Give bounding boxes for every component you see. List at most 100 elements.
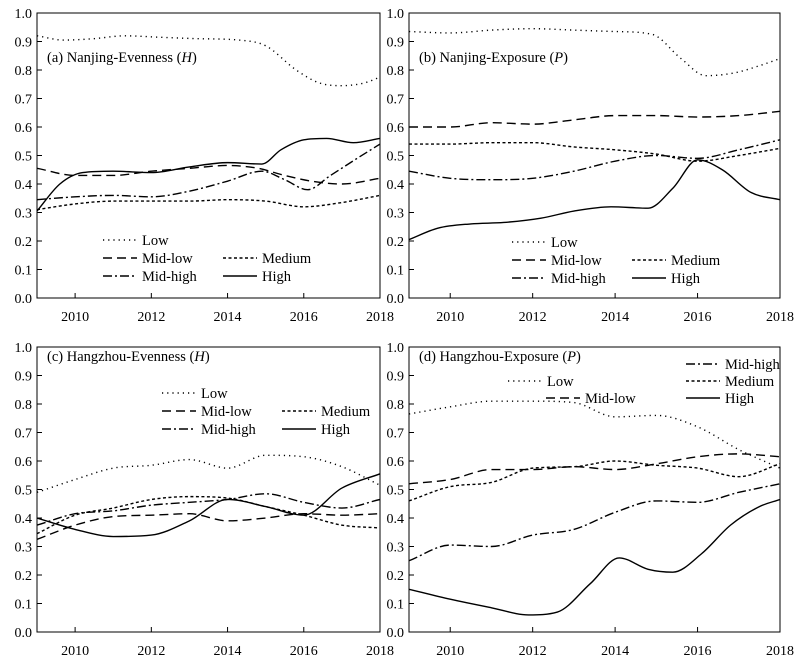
x-tick-label: 2012: [137, 310, 165, 325]
series-line-medium: [409, 460, 780, 502]
y-tick-label: 0.0: [15, 292, 33, 307]
series-line-low: [409, 400, 780, 469]
y-tick-label: 0.7: [387, 93, 405, 108]
y-tick-label: 0.4: [15, 512, 33, 527]
y-tick-label: 0.3: [15, 541, 33, 556]
legend-label-medium: Medium: [725, 374, 775, 390]
legend-label-medium: Medium: [671, 253, 721, 269]
y-tick-label: 0.7: [15, 93, 33, 108]
legend-label-mid-high: Mid-high: [551, 271, 607, 287]
series-line-mid-low: [37, 164, 380, 185]
x-tick-label: 2012: [137, 644, 165, 659]
x-tick-label: 2010: [436, 644, 464, 659]
y-tick-label: 0.6: [15, 121, 33, 136]
legend-label-mid-high: Mid-high: [725, 357, 781, 373]
y-tick-label: 0.2: [15, 569, 33, 584]
series-line-mid-high: [409, 139, 780, 181]
y-tick-label: 0.9: [387, 36, 405, 51]
y-tick-label: 0.2: [15, 235, 33, 250]
y-tick-label: 0.5: [15, 150, 33, 165]
legend-label-mid-low: Mid-low: [201, 404, 252, 420]
series-group-c: [37, 454, 380, 541]
legend-label-low: Low: [201, 386, 228, 402]
y-tick-label: 0.5: [387, 484, 405, 499]
panel-c: 0.0 0.1 0.2 0.3 0.4 0.5 0.6 0.7 0.8 0.9 1.0 2010 201…: [15, 341, 395, 659]
y-tick-label: 0.5: [387, 150, 405, 165]
legend: Low Mid-low Medium Mid-high High: [103, 233, 312, 285]
legend: Low Mid-low Medium Mid-high High: [162, 386, 371, 438]
y-tick-label: 0.3: [15, 207, 33, 222]
series-line-mid-low: [409, 110, 780, 128]
legend-label-mid-high: Mid-high: [142, 269, 198, 285]
x-tick-label: 2014: [601, 644, 629, 659]
panel-title: (a) Nanjing-Evenness (H): [47, 50, 197, 66]
series-line-mid-high: [37, 143, 380, 201]
legend-label-low: Low: [551, 235, 578, 251]
x-tick-label: 2016: [684, 644, 712, 659]
y-tick-label: 0.3: [387, 207, 405, 222]
x-tick-label: 2014: [214, 310, 242, 325]
series-line-high: [409, 498, 780, 616]
series-line-high: [409, 159, 780, 241]
x-tick-label: 2018: [366, 310, 394, 325]
legend: Low Mid-low Medium Mid-high High: [512, 235, 721, 287]
legend-label-mid-high: Mid-high: [201, 422, 257, 438]
legend-label-high: High: [321, 422, 351, 438]
legend-label-medium: Medium: [321, 404, 371, 420]
x-tick-label: 2012: [519, 310, 547, 325]
x-tick-label: 2012: [519, 644, 547, 659]
y-tick-label: 0.9: [15, 370, 33, 385]
panel-title: (d) Hangzhou-Exposure (P): [419, 349, 581, 365]
y-tick-label: 1.0: [15, 341, 33, 356]
legend-label-mid-low: Mid-low: [585, 391, 636, 407]
x-tick-label: 2016: [684, 310, 712, 325]
series-line-medium: [37, 495, 380, 535]
y-tick-label: 0.2: [387, 235, 405, 250]
y-tick-label: 0.0: [387, 292, 405, 307]
series-line-medium: [37, 194, 380, 211]
y-tick-label: 0.8: [15, 398, 33, 413]
panel-a: 0.0 0.1 0.2 0.3 0.4 0.5 0.6 0.7 0.8 0.9 1.0 2010 201…: [15, 7, 395, 325]
legend-label-low: Low: [142, 233, 169, 249]
series-line-high: [37, 137, 380, 212]
series-line-mid-low: [37, 513, 380, 541]
y-tick-label: 0.2: [387, 569, 405, 584]
legend: Mid-high Low Medium Mid-low High: [508, 357, 781, 407]
series-line-low: [409, 27, 780, 77]
y-tick-label: 0.4: [387, 512, 405, 527]
legend-label-mid-low: Mid-low: [551, 253, 602, 269]
x-tick-label: 2014: [601, 310, 629, 325]
y-tick-label: 0.9: [15, 36, 33, 51]
series-group-d: [409, 400, 780, 616]
series-line-medium: [409, 141, 780, 162]
y-tick-label: 0.7: [15, 427, 33, 442]
y-tick-label: 0.1: [387, 598, 405, 613]
y-tick-label: 1.0: [387, 341, 405, 356]
y-tick-label: 1.0: [15, 7, 33, 22]
y-tick-label: 0.7: [387, 427, 405, 442]
series-line-mid-high: [37, 493, 380, 526]
series-line-high: [37, 473, 380, 538]
y-tick-label: 0.6: [387, 121, 405, 136]
y-tick-label: 0.0: [387, 626, 405, 641]
y-tick-label: 0.6: [387, 455, 405, 470]
x-tick-label: 2010: [436, 310, 464, 325]
series-line-low: [37, 35, 380, 87]
panel-title: (b) Nanjing-Exposure (P): [419, 50, 568, 66]
y-tick-label: 0.1: [15, 598, 33, 613]
x-tick-label: 2018: [766, 644, 794, 659]
x-tick-label: 2018: [766, 310, 794, 325]
legend-label-mid-low: Mid-low: [142, 251, 193, 267]
legend-label-high: High: [671, 271, 701, 287]
panel-title: (c) Hangzhou-Evenness (H): [47, 349, 210, 365]
y-tick-label: 0.3: [387, 541, 405, 556]
y-tick-label: 0.4: [15, 178, 33, 193]
x-tick-label: 2010: [61, 644, 89, 659]
panel-d: 0.0 0.1 0.2 0.3 0.4 0.5 0.6 0.7 0.8 0.9 1.0 2010 201…: [387, 341, 795, 659]
series-group-b: [409, 27, 780, 241]
series-line-mid-high: [409, 483, 780, 562]
y-tick-label: 0.5: [15, 484, 33, 499]
legend-label-high: High: [725, 391, 755, 407]
y-tick-label: 0.8: [387, 398, 405, 413]
